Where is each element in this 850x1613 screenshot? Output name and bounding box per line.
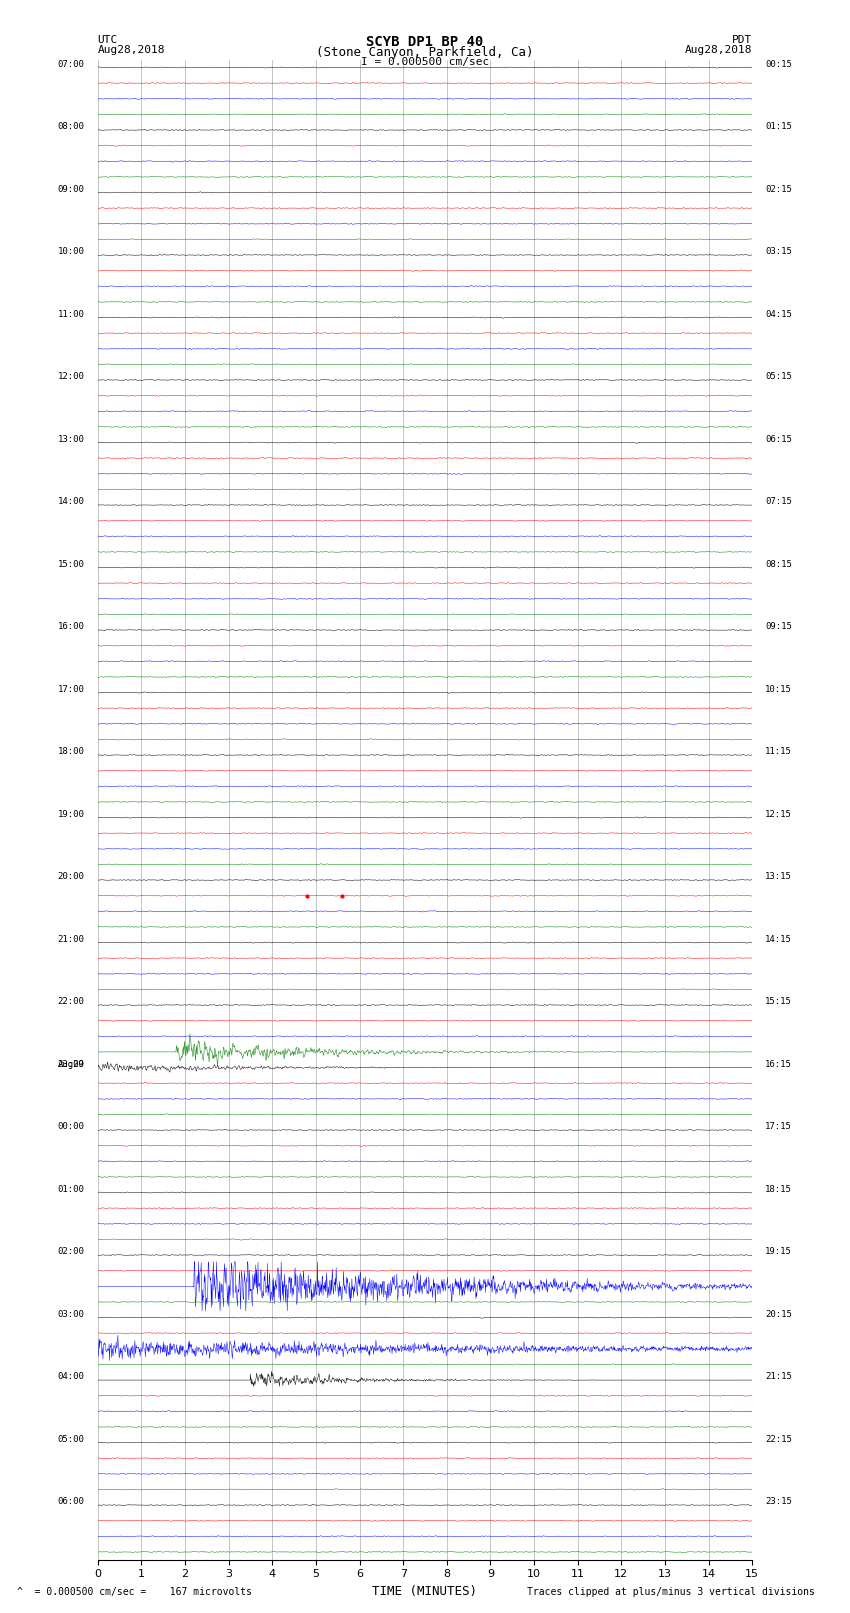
Text: 16:00: 16:00	[58, 623, 85, 631]
Text: 19:15: 19:15	[765, 1247, 792, 1257]
Text: 03:15: 03:15	[765, 247, 792, 256]
Text: 22:00: 22:00	[58, 997, 85, 1007]
Text: Aug29: Aug29	[58, 1060, 85, 1069]
Text: 04:15: 04:15	[765, 310, 792, 319]
Text: 18:15: 18:15	[765, 1184, 792, 1194]
Text: 07:00: 07:00	[58, 60, 85, 69]
Text: 13:15: 13:15	[765, 873, 792, 881]
Text: Aug28,2018: Aug28,2018	[98, 45, 165, 55]
Text: 23:00: 23:00	[58, 1060, 85, 1069]
Text: (Stone Canyon, Parkfield, Ca): (Stone Canyon, Parkfield, Ca)	[316, 45, 534, 60]
Text: 12:15: 12:15	[765, 810, 792, 819]
Text: Aug28,2018: Aug28,2018	[685, 45, 752, 55]
Text: 15:00: 15:00	[58, 560, 85, 569]
Text: 16:15: 16:15	[765, 1060, 792, 1069]
Text: 10:00: 10:00	[58, 247, 85, 256]
Text: 00:00: 00:00	[58, 1123, 85, 1131]
Text: ^  = 0.000500 cm/sec =    167 microvolts: ^ = 0.000500 cm/sec = 167 microvolts	[17, 1587, 252, 1597]
Text: 20:15: 20:15	[765, 1310, 792, 1319]
Text: 04:00: 04:00	[58, 1373, 85, 1381]
Text: 11:00: 11:00	[58, 310, 85, 319]
Text: 18:00: 18:00	[58, 747, 85, 756]
Text: 21:00: 21:00	[58, 934, 85, 944]
Text: 09:15: 09:15	[765, 623, 792, 631]
Text: 11:15: 11:15	[765, 747, 792, 756]
Text: Traces clipped at plus/minus 3 vertical divisions: Traces clipped at plus/minus 3 vertical …	[527, 1587, 815, 1597]
Text: 06:00: 06:00	[58, 1497, 85, 1507]
Text: 02:00: 02:00	[58, 1247, 85, 1257]
Text: 03:00: 03:00	[58, 1310, 85, 1319]
Text: 02:15: 02:15	[765, 185, 792, 194]
Text: 09:00: 09:00	[58, 185, 85, 194]
X-axis label: TIME (MINUTES): TIME (MINUTES)	[372, 1586, 478, 1598]
Text: 10:15: 10:15	[765, 684, 792, 694]
Text: 15:15: 15:15	[765, 997, 792, 1007]
Text: SCYB DP1 BP 40: SCYB DP1 BP 40	[366, 35, 484, 48]
Text: 01:00: 01:00	[58, 1184, 85, 1194]
Text: 20:00: 20:00	[58, 873, 85, 881]
Text: 05:00: 05:00	[58, 1436, 85, 1444]
Text: UTC: UTC	[98, 35, 118, 45]
Text: 14:15: 14:15	[765, 934, 792, 944]
Text: 08:00: 08:00	[58, 123, 85, 131]
Text: 01:15: 01:15	[765, 123, 792, 131]
Text: 14:00: 14:00	[58, 497, 85, 506]
Text: 17:00: 17:00	[58, 684, 85, 694]
Text: 06:15: 06:15	[765, 434, 792, 444]
Text: 08:15: 08:15	[765, 560, 792, 569]
Text: 00:15: 00:15	[765, 60, 792, 69]
Text: 12:00: 12:00	[58, 373, 85, 381]
Text: I = 0.000500 cm/sec: I = 0.000500 cm/sec	[361, 58, 489, 68]
Text: 05:15: 05:15	[765, 373, 792, 381]
Text: 13:00: 13:00	[58, 434, 85, 444]
Text: PDT: PDT	[732, 35, 752, 45]
Text: 22:15: 22:15	[765, 1436, 792, 1444]
Text: 07:15: 07:15	[765, 497, 792, 506]
Text: 19:00: 19:00	[58, 810, 85, 819]
Text: 17:15: 17:15	[765, 1123, 792, 1131]
Text: 23:15: 23:15	[765, 1497, 792, 1507]
Text: 21:15: 21:15	[765, 1373, 792, 1381]
